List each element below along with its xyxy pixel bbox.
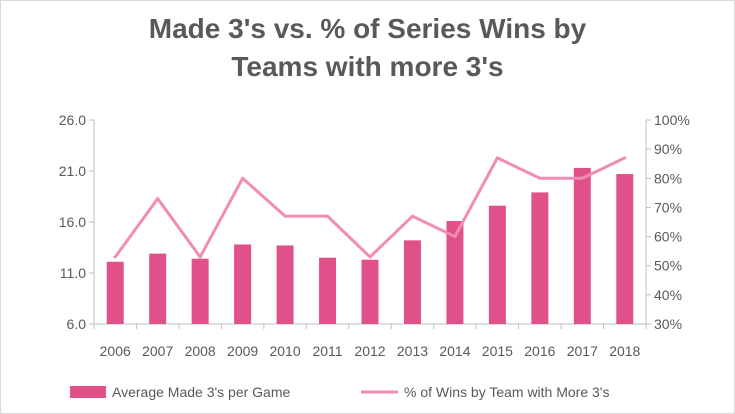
x-tick-label: 2016 [524,343,555,359]
line-point [156,197,160,201]
x-tick-label: 2017 [567,343,598,359]
y-right-tick-label: 40% [654,287,682,303]
legend-swatch-bars [70,386,106,398]
y-left-tick-label: 11.0 [60,265,86,281]
line-point [326,214,330,218]
y-right-tick-label: 30% [654,316,682,332]
line-point [198,255,202,259]
chart-title-line-2: Teams with more 3's [231,51,504,82]
bar [403,240,421,324]
bar [149,253,167,324]
line-point [368,255,372,259]
line-point [113,255,117,259]
x-tick-label: 2010 [269,343,300,359]
line-point [283,214,287,218]
legend-label-line: % of Wins by Team with More 3's [404,384,609,400]
x-tick-label: 2008 [185,343,216,359]
y-left-tick-label: 16.0 [59,214,86,230]
x-tick-label: 2013 [397,343,428,359]
x-tick-label: 2009 [227,343,258,359]
bar [446,220,464,324]
bar [488,205,506,324]
y-right-tick-label: 70% [654,199,682,215]
line-point [538,176,542,180]
chart-title-line-1: Made 3's vs. % of Series Wins by [148,13,587,44]
x-tick-label: 2007 [142,343,173,359]
line-point [410,214,414,218]
legend-label-bars: Average Made 3's per Game [112,384,291,400]
x-tick-label: 2015 [482,343,513,359]
x-tick-label: 2006 [100,343,131,359]
bar [319,257,337,324]
line-point [453,235,457,239]
line-point [495,156,499,160]
y-right-tick-label: 100% [654,112,690,128]
x-tick-label: 2018 [609,343,640,359]
y-right-tick-label: 90% [654,141,682,157]
line-point [241,176,245,180]
y-left-tick-label: 21.0 [59,163,86,179]
line-point [580,176,584,180]
bar [276,245,294,324]
y-right-tick-label: 60% [654,229,682,245]
y-right-tick-label: 80% [654,170,682,186]
bar [361,259,379,324]
x-tick-label: 2014 [439,343,470,359]
x-tick-label: 2011 [312,343,342,359]
line-point [623,156,627,160]
bar [531,192,549,324]
x-tick-label: 2012 [354,343,385,359]
y-left-tick-label: 26.0 [59,112,86,128]
chart-title: Made 3's vs. % of Series Wins by Teams w… [0,10,735,86]
bar [106,261,124,324]
y-right-tick-label: 50% [654,258,682,274]
bar [191,258,209,324]
bar [573,167,591,324]
bar [616,174,634,324]
y-left-tick-label: 6.0 [67,316,87,332]
bar [234,244,252,324]
